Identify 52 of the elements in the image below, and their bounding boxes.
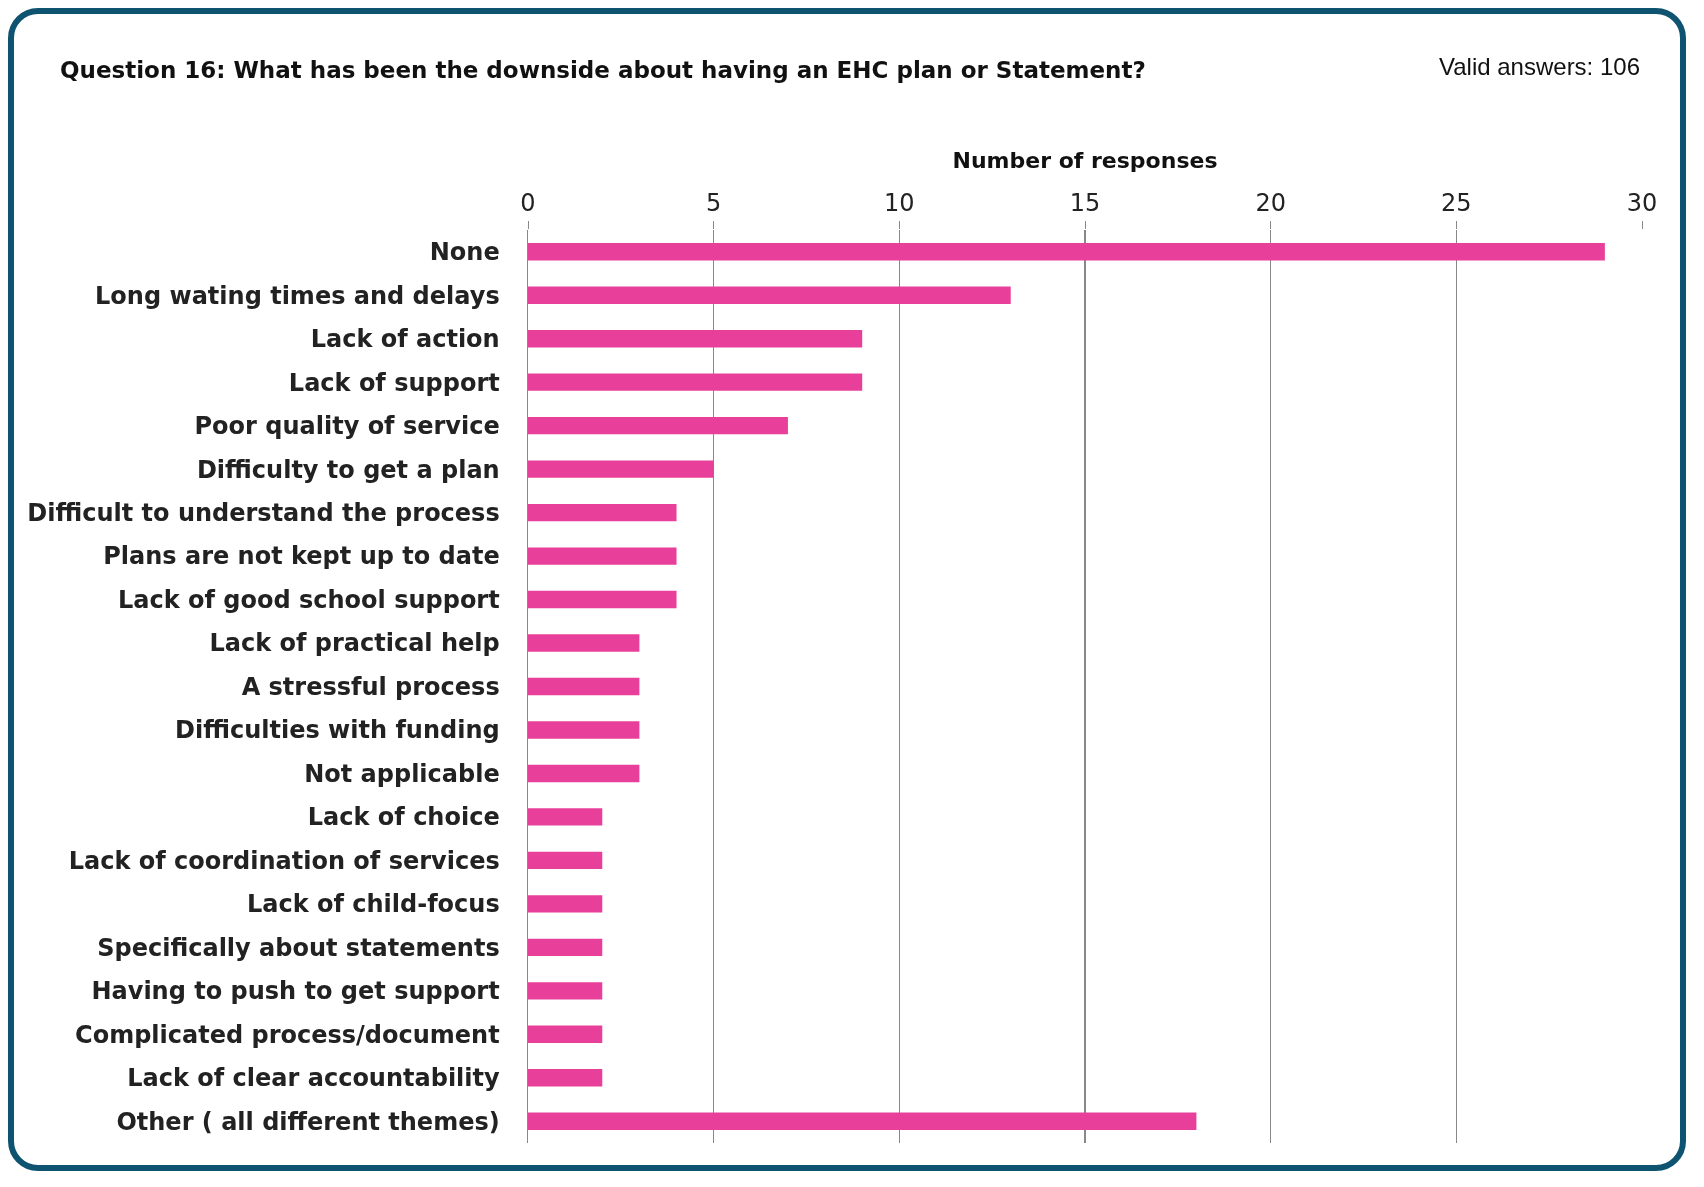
bar xyxy=(528,982,603,1000)
y-tick-label: None xyxy=(429,238,500,267)
x-tick-label: 15 xyxy=(1069,189,1101,218)
bar xyxy=(528,243,1605,261)
y-tick-label: Difficulties with funding xyxy=(175,716,500,745)
bar xyxy=(528,286,1011,304)
y-tick-label: Plans are not kept up to date xyxy=(103,542,500,571)
bar xyxy=(528,330,863,348)
x-tick-label: 10 xyxy=(884,189,915,218)
bar xyxy=(528,721,640,739)
y-tick-label: Having to push to get support xyxy=(91,977,500,1006)
y-tick-label: Difficulty to get a plan xyxy=(196,455,500,484)
y-tick-label: Lack of child-focus xyxy=(246,890,500,919)
y-tick-label: Not applicable xyxy=(304,759,500,788)
y-tick-label: Lack of practical help xyxy=(209,629,500,658)
y-tick-label: Long wating times and delays xyxy=(95,281,500,310)
bar xyxy=(528,1069,603,1087)
bar xyxy=(528,764,640,783)
bar xyxy=(528,503,677,522)
x-tick-label: 25 xyxy=(1441,189,1472,218)
y-tick-label: Other ( all different themes) xyxy=(116,1107,500,1136)
text: Valid answers: 106 xyxy=(1439,53,1640,80)
bar xyxy=(528,677,640,696)
x-tick-label: 5 xyxy=(706,189,722,218)
bar xyxy=(528,895,603,913)
x-tick-label: 0 xyxy=(520,189,536,218)
y-tick-label: Lack of good school support xyxy=(118,585,500,614)
bar xyxy=(528,1112,1197,1130)
bar xyxy=(528,1025,603,1043)
y-tick-label: Lack of action xyxy=(310,325,500,354)
y-tick-label: Lack of clear accountability xyxy=(127,1064,501,1093)
bar xyxy=(528,808,603,826)
bar xyxy=(528,373,863,391)
bar xyxy=(528,634,640,652)
bar xyxy=(528,460,714,478)
y-tick-label: Difficult to understand the process xyxy=(27,499,500,527)
bar xyxy=(528,416,788,435)
y-tick-label: Lack of support xyxy=(288,368,500,397)
y-tick-label: Complicated process/document xyxy=(75,1020,500,1049)
x-axis-title: Number of responses xyxy=(952,148,1218,174)
bar xyxy=(528,851,603,870)
bar xyxy=(528,590,677,609)
x-tick-label: 20 xyxy=(1255,189,1286,218)
x-tick-label: 30 xyxy=(1626,189,1658,218)
y-tick-label: A stressful process xyxy=(241,672,500,701)
y-tick-label: Poor quality of service xyxy=(194,412,500,441)
chart-title: Question 16: What has been the downside about having an EHC plan or Statement? xyxy=(60,57,1146,84)
y-tick-label: Specifically about statements xyxy=(97,933,500,962)
y-tick-label: Lack of coordination of services xyxy=(68,846,500,875)
bar xyxy=(528,547,677,565)
y-tick-label: Lack of choice xyxy=(307,803,500,832)
bar xyxy=(528,938,603,957)
